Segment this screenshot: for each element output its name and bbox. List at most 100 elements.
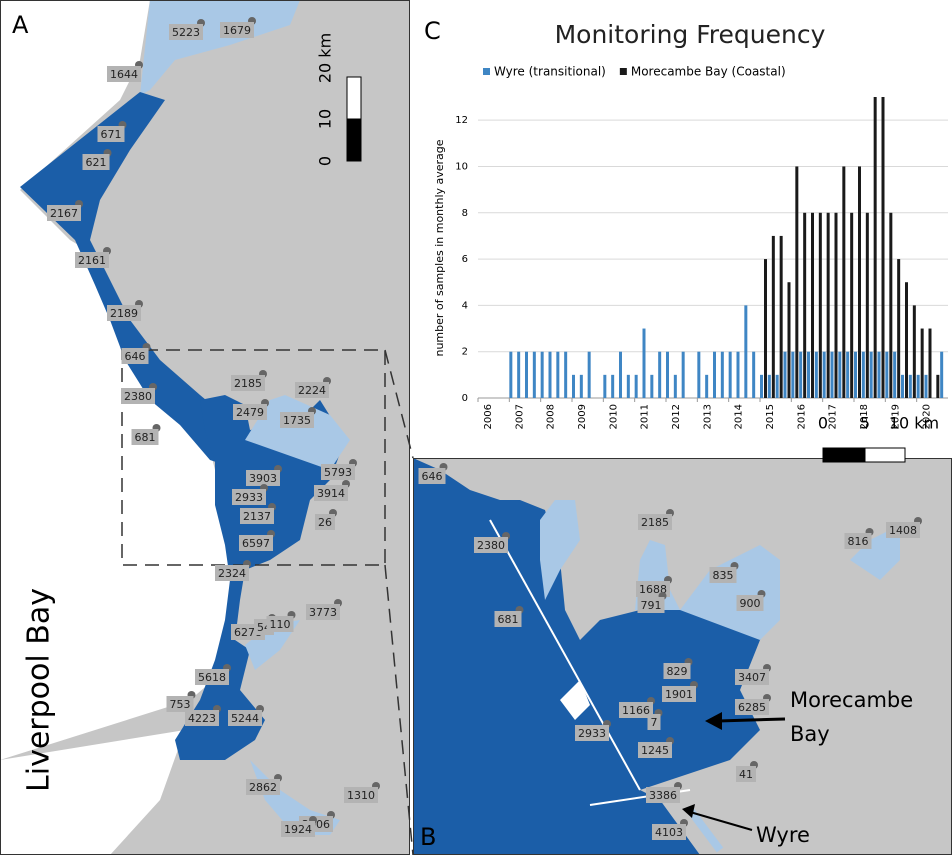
bar: [826, 212, 830, 398]
site-label: 2161: [78, 254, 106, 267]
scale-label: 10 km: [889, 414, 939, 433]
bar: [920, 328, 924, 398]
y-tick-label: 2: [462, 347, 468, 358]
x-tick-label: 2016: [796, 404, 807, 429]
bar: [795, 166, 799, 398]
label-box: [246, 779, 280, 795]
place-label: Wyre: [756, 823, 810, 847]
label-box: [886, 522, 920, 538]
place-label: Bay: [790, 722, 830, 746]
map-b: 0 5 10 km Morecambe Bay Wyre B 646 2380 21…: [413, 414, 952, 855]
bar: [791, 351, 795, 398]
site-label: 671: [101, 128, 122, 141]
label-box: [663, 663, 691, 679]
y-axis-label: number of samples in monthly average: [433, 139, 446, 356]
y-tick-label: 6: [462, 254, 468, 265]
bar: [885, 351, 889, 398]
site-label: 3386: [649, 789, 677, 802]
bar: [897, 259, 901, 398]
x-tick-label: 2019: [890, 404, 901, 429]
label-box: [232, 489, 266, 505]
site-label: 791: [641, 599, 662, 612]
bar: [830, 351, 834, 398]
bar: [775, 374, 779, 398]
site-label: 2380: [477, 539, 505, 552]
x-tick-label: 2008: [546, 404, 557, 429]
site-label: 2933: [578, 727, 606, 740]
label-box: [121, 388, 155, 404]
label-box: [228, 710, 262, 726]
bar: [611, 374, 615, 398]
site-label: 5793: [324, 466, 352, 479]
bar: [905, 282, 908, 398]
site-label: 2185: [641, 516, 669, 529]
site-label: 1735: [283, 414, 311, 427]
site-label: 5223: [172, 26, 200, 39]
label-box: [736, 595, 764, 611]
bar: [916, 374, 920, 398]
site-label: 4223: [188, 712, 216, 725]
site-label: 110: [270, 618, 291, 631]
site-label: 835: [713, 569, 734, 582]
bar: [842, 166, 846, 398]
site-label: 646: [422, 470, 443, 483]
bar: [540, 351, 544, 398]
site-label: 2479: [236, 406, 264, 419]
x-tick-label: 2007: [514, 404, 525, 429]
site-label: 7: [651, 716, 658, 729]
bar: [889, 212, 893, 398]
panel-label: C: [424, 17, 441, 45]
bar: [697, 351, 701, 398]
site-label: 1688: [639, 583, 667, 596]
site-label: 2189: [110, 307, 138, 320]
bar: [779, 235, 783, 398]
bar: [865, 212, 869, 398]
site-label: 6285: [738, 701, 766, 714]
label-box: [315, 514, 335, 530]
label-box: [295, 382, 329, 398]
label-box: [231, 375, 265, 391]
bar: [517, 351, 521, 398]
label-box: [637, 597, 665, 613]
site-label: 1924: [284, 823, 312, 836]
bar: [912, 305, 916, 398]
panel-label: B: [420, 823, 436, 851]
bar: [603, 374, 607, 398]
bar: [787, 282, 791, 398]
map-a: A Liverpool Bay 0 10 20 km 5223 1679 1644 6…: [0, 0, 414, 855]
site-label: 3407: [738, 671, 766, 684]
site-label: 1408: [889, 524, 917, 537]
site-labels: 5223 1679 1644 671 621 2167 2161 2189 646 2380 218…: [47, 17, 380, 837]
site-label: 2137: [243, 510, 271, 523]
site-label: 2324: [218, 567, 246, 580]
bar: [650, 374, 654, 398]
site-label: 2185: [234, 377, 262, 390]
label-box: [494, 611, 522, 627]
label-box: [736, 766, 756, 782]
bar: [822, 351, 826, 398]
y-tick-label: 12: [455, 115, 468, 126]
label-box: [185, 710, 219, 726]
bar: [799, 351, 803, 398]
bar: [658, 351, 662, 398]
bar: [834, 212, 838, 398]
bar: [525, 351, 528, 398]
chart: C Monitoring Frequency number of samples…: [413, 0, 952, 456]
y-tick-label: 0: [462, 393, 468, 404]
site-label: 1166: [622, 704, 650, 717]
bar: [532, 351, 536, 398]
x-tick-label: 2017: [828, 404, 839, 429]
label-box: [662, 686, 696, 702]
bar: [908, 374, 912, 398]
bar: [767, 374, 771, 398]
site-label: 1644: [110, 68, 138, 81]
bar: [924, 374, 928, 398]
site-label: 621: [86, 156, 107, 169]
bar: [509, 351, 513, 398]
site-label: 816: [848, 535, 869, 548]
label-box: [646, 787, 680, 803]
bar: [850, 212, 854, 398]
x-tick-label: 2013: [702, 404, 713, 429]
label-box: [735, 699, 769, 715]
